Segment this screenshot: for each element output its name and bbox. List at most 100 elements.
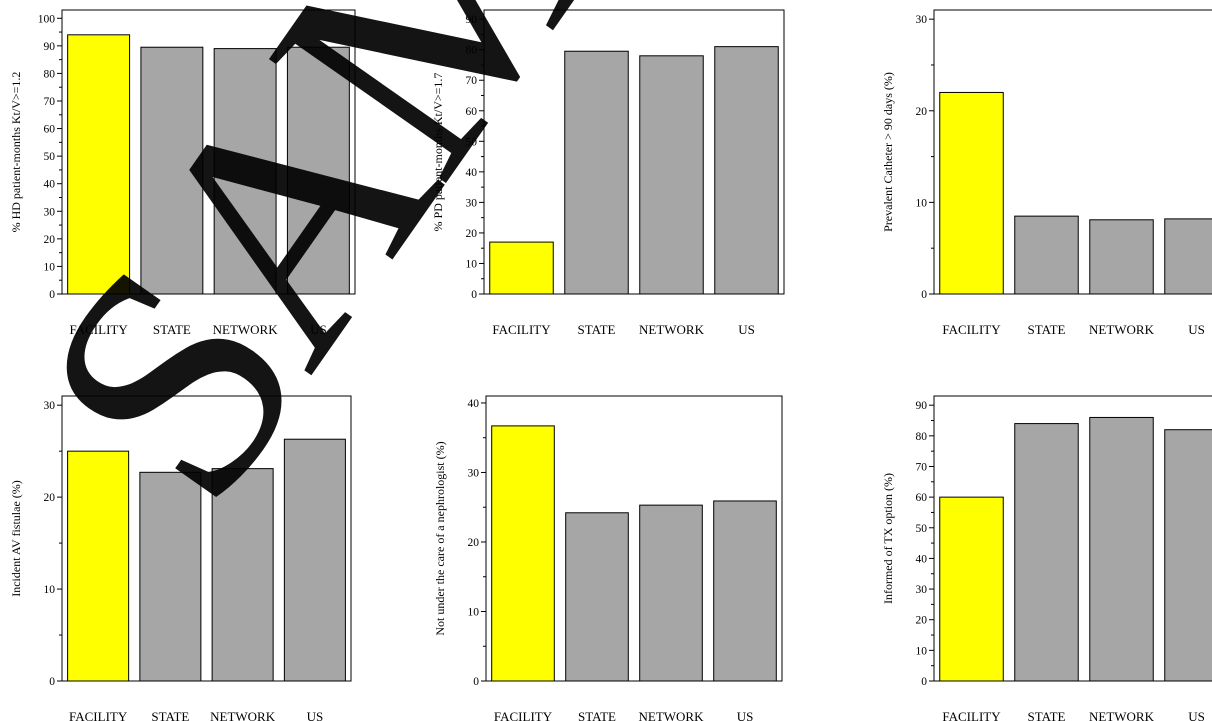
- bar-state: [1014, 423, 1079, 682]
- bar-state: [564, 50, 629, 295]
- bar-facility: [67, 34, 131, 295]
- y-tick-label: 20: [44, 234, 56, 246]
- x-tick-label: NETWORK: [213, 322, 279, 337]
- x-tick-label: STATE: [578, 322, 616, 337]
- y-tick-label: 10: [44, 584, 56, 596]
- x-tick-label: NETWORK: [639, 709, 705, 721]
- bar-facility: [939, 91, 1004, 295]
- bar-chart-5: 0 10 20 30 40 FACILITY STATE NETWORK US Not under…: [433, 395, 783, 721]
- plot-frame: [483, 9, 785, 295]
- x-tick-label: US: [310, 322, 327, 337]
- y-tick-label: 90: [466, 14, 478, 26]
- y-tick-label: 0: [473, 676, 479, 688]
- plot-frame: [933, 9, 1212, 295]
- x-tick-label: NETWORK: [1089, 322, 1155, 337]
- x-tick-label: US: [737, 709, 754, 721]
- y-tick-label: 30: [916, 584, 928, 596]
- y-tick-label: 60: [466, 106, 478, 118]
- bar-chart-4: 0 10 20 30 FACILITY STATE NETWORK US Incident AV…: [9, 395, 352, 721]
- x-tick-label: STATE: [1028, 709, 1066, 721]
- bar-us: [283, 438, 346, 682]
- bar-state: [565, 512, 629, 682]
- y-axis-label: % PD patient-months Kt/V>=1.7: [431, 73, 445, 232]
- y-tick-label: 100: [38, 13, 56, 25]
- y-tick-label: 50: [44, 151, 56, 163]
- y-tick-label: 0: [471, 289, 477, 301]
- y-tick-label: 30: [44, 400, 56, 412]
- y-tick-label: 10: [916, 197, 928, 209]
- y-tick-label: 90: [44, 41, 56, 53]
- y-tick-label: 80: [916, 431, 928, 443]
- bar-us: [714, 46, 779, 295]
- bar-network: [639, 504, 703, 682]
- y-tick-label: 20: [916, 106, 928, 118]
- x-tick-label: STATE: [151, 709, 189, 721]
- bar-facility: [489, 241, 554, 295]
- y-tick-label: 30: [466, 197, 478, 209]
- x-tick-label: NETWORK: [1089, 709, 1155, 721]
- y-tick-label: 70: [44, 96, 56, 108]
- x-tick-label: FACILITY: [942, 709, 1001, 721]
- y-tick-label: 70: [916, 461, 928, 473]
- bar-state: [1014, 215, 1079, 295]
- x-tick-label: STATE: [153, 322, 191, 337]
- y-tick-label: 90: [916, 400, 928, 412]
- y-tick-label: 0: [921, 289, 927, 301]
- bar-network: [1089, 416, 1154, 682]
- x-tick-label: US: [1188, 322, 1205, 337]
- y-tick-label: 0: [921, 676, 927, 688]
- y-tick-label: 30: [44, 206, 56, 218]
- x-tick-label: FACILITY: [69, 322, 128, 337]
- x-tick-label: FACILITY: [69, 709, 128, 721]
- y-tick-label: 0: [49, 289, 55, 301]
- bar-chart-2: 0 10 20 30 40 50 60 70 80 90 FACILITY STATE NETWORK U…: [431, 9, 785, 337]
- y-tick-label: 20: [468, 537, 480, 549]
- bar-chart-6: 0 10 20 30 40 50 60 70 80 90 FACILITY STATE NETWORK U…: [881, 395, 1212, 721]
- y-tick-label: 10: [468, 606, 480, 618]
- y-tick-label: 80: [44, 68, 56, 80]
- bar-facility: [67, 450, 130, 682]
- y-tick-label: 50: [466, 136, 478, 148]
- y-tick-label: 0: [49, 676, 55, 688]
- y-tick-label: 60: [916, 492, 928, 504]
- x-tick-label: US: [307, 709, 324, 721]
- plot-frame: [61, 395, 352, 682]
- x-tick-label: FACILITY: [492, 322, 551, 337]
- y-tick-label: 30: [468, 467, 480, 479]
- bar-network: [1089, 219, 1154, 295]
- bar-chart-1: 0 10 20 30 40 50 60 70 80 90 100 FACILITY STATE NETWO…: [9, 9, 356, 337]
- y-tick-label: 40: [916, 553, 928, 565]
- bar-network: [213, 48, 277, 295]
- y-tick-label: 10: [466, 258, 478, 270]
- plot-frame: [933, 395, 1212, 682]
- x-tick-label: STATE: [1028, 322, 1066, 337]
- x-tick-label: STATE: [578, 709, 616, 721]
- bar-us: [286, 46, 350, 295]
- x-tick-label: NETWORK: [639, 322, 705, 337]
- x-tick-label: FACILITY: [942, 322, 1001, 337]
- bar-network: [639, 55, 704, 295]
- y-axis-label: % HD patient-months Kt/V>=1.2: [9, 72, 23, 233]
- bar-state: [140, 46, 204, 295]
- bar-us: [1164, 218, 1212, 295]
- bar-facility: [939, 496, 1004, 682]
- y-axis-label: Incident AV fistulae (%): [9, 480, 23, 597]
- y-tick-label: 80: [466, 45, 478, 57]
- y-tick-label: 10: [916, 645, 928, 657]
- bar-network: [211, 468, 274, 682]
- plot-frame: [485, 395, 783, 682]
- bar-facility: [491, 425, 555, 682]
- y-axis-label: Not under the care of a nephrologist (%): [433, 441, 447, 635]
- y-tick-label: 70: [466, 75, 478, 87]
- x-tick-label: FACILITY: [494, 709, 553, 721]
- y-tick-label: 40: [466, 167, 478, 179]
- y-tick-label: 30: [916, 14, 928, 26]
- plot-frame: [61, 9, 356, 295]
- y-axis-label: Informed of TX option (%): [881, 473, 895, 604]
- bar-us: [1164, 429, 1212, 682]
- y-tick-label: 40: [44, 179, 56, 191]
- bar-state: [139, 471, 202, 682]
- y-tick-label: 20: [44, 492, 56, 504]
